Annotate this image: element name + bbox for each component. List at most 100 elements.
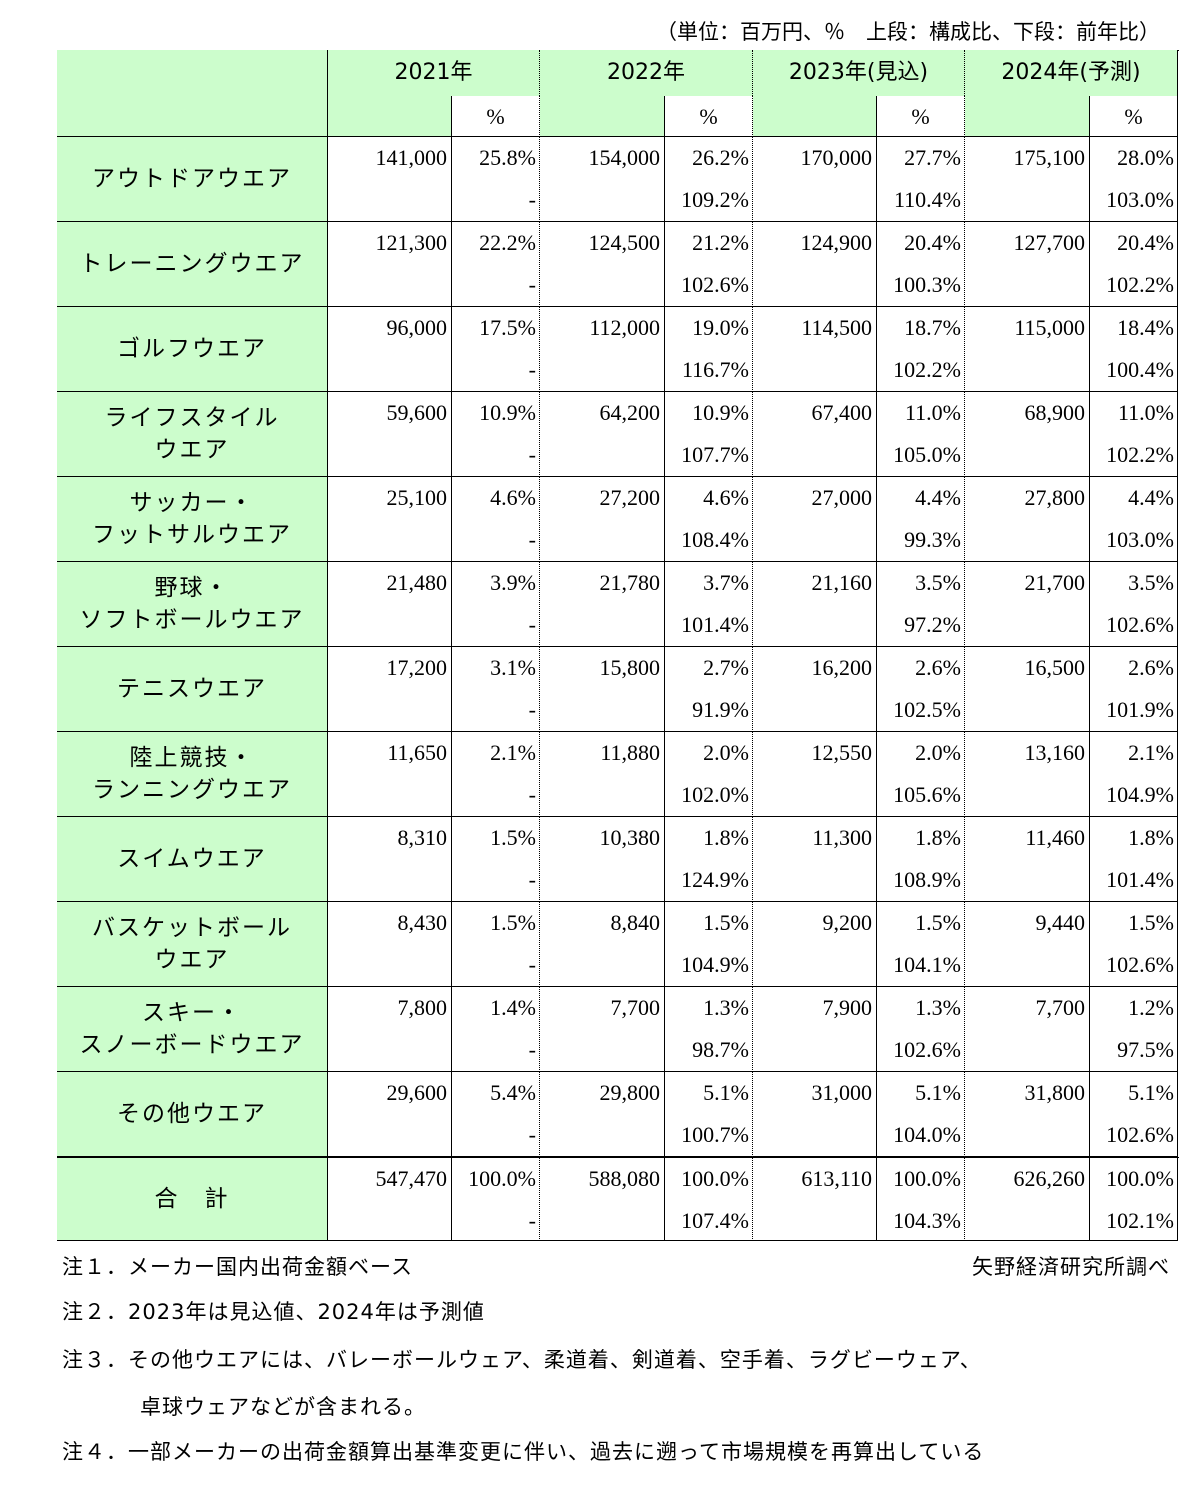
- yoy-value: -: [528, 612, 536, 637]
- yoy-value: -: [528, 187, 536, 212]
- unit-note: （単位：百万円、％ 上段：構成比、下段：前年比）: [656, 20, 1160, 44]
- row-label: 陸上競技・: [129, 745, 255, 771]
- yoy-value: 108.4%: [681, 527, 749, 552]
- share-value: 22.2%: [479, 230, 536, 255]
- value-cell: 21,780: [540, 562, 665, 647]
- pct-cell: [877, 562, 965, 647]
- pct-cell: [877, 987, 965, 1072]
- pct-cell: [1090, 987, 1178, 1072]
- row-label-cell: アウトドアウエア: [57, 137, 328, 222]
- value-cell: 124,900: [753, 222, 877, 307]
- value-cell: 175,100: [965, 137, 1090, 222]
- share-value: 1.5%: [915, 910, 961, 935]
- share-value: 5.1%: [915, 1080, 961, 1105]
- yoy-value: 103.0%: [1106, 527, 1174, 552]
- share-value: 1.2%: [1128, 995, 1174, 1020]
- value-cell: 16,500: [965, 647, 1090, 732]
- pct-cell: [877, 137, 965, 222]
- pct-cell: [452, 732, 540, 817]
- pct-cell: [877, 477, 965, 562]
- value-cell: 21,700: [965, 562, 1090, 647]
- pct-cell: [1090, 562, 1178, 647]
- row-label: テニスウエア: [117, 676, 267, 702]
- yoy-value: 102.5%: [893, 697, 961, 722]
- yoy-value: 105.0%: [893, 442, 961, 467]
- pct-cell: [452, 477, 540, 562]
- value-cell: 64,200: [540, 392, 665, 477]
- yoy-value: 102.6%: [1106, 1122, 1174, 1147]
- yoy-value: 104.9%: [681, 952, 749, 977]
- pct-cell: [877, 817, 965, 902]
- share-value: 2.6%: [915, 655, 961, 680]
- value-cell: 11,880: [540, 732, 665, 817]
- yoy-value: 107.7%: [681, 442, 749, 467]
- share-value: 20.4%: [1117, 230, 1174, 255]
- pct-cell: [665, 817, 753, 902]
- yoy-value: -: [528, 357, 536, 382]
- pct-header: %: [877, 96, 965, 137]
- value-cell: 8,310: [328, 817, 452, 902]
- share-value: 11.0%: [1117, 400, 1174, 425]
- share-value: 18.7%: [904, 315, 961, 340]
- pct-cell: [665, 137, 753, 222]
- share-value: 3.9%: [490, 570, 536, 595]
- row-label-cell: 陸上競技・ランニングウエア: [57, 732, 328, 817]
- pct-cell: [452, 647, 540, 732]
- row-label: スキー・: [142, 1000, 242, 1026]
- year-header: 2024年(予測): [965, 50, 1178, 96]
- row-label: スノーボードウエア: [79, 1032, 305, 1058]
- yoy-value: -: [528, 952, 536, 977]
- pct-cell: [665, 647, 753, 732]
- value-cell: 7,800: [328, 987, 452, 1072]
- pct-cell: [1090, 392, 1178, 477]
- header-value-cell: [540, 96, 665, 137]
- yoy-value: 105.6%: [893, 782, 961, 807]
- pct-cell: [1090, 1072, 1178, 1157]
- yoy-value: 102.6%: [893, 1037, 961, 1062]
- share-value: 25.8%: [479, 145, 536, 170]
- note: 卓球ウェアなどが含まれる。: [140, 1395, 426, 1419]
- yoy-value: 102.6%: [1106, 612, 1174, 637]
- share-value: 1.5%: [490, 825, 536, 850]
- yoy-value: -: [528, 1037, 536, 1062]
- share-value: 10.9%: [692, 400, 749, 425]
- yoy-value: 100.4%: [1106, 357, 1174, 382]
- pct-cell: [877, 1072, 965, 1157]
- yoy-value: 102.2%: [1106, 272, 1174, 297]
- note: 注２．2023年は見込値、2024年は予測値: [62, 1300, 485, 1324]
- yoy-value: 102.6%: [681, 272, 749, 297]
- share-value: 1.5%: [703, 910, 749, 935]
- yoy-value: -: [528, 527, 536, 552]
- pct-cell: [665, 562, 753, 647]
- pct-cell: [665, 902, 753, 987]
- yoy-value: -: [528, 697, 536, 722]
- row-label-cell: スキー・スノーボードウエア: [57, 987, 328, 1072]
- yoy-value: 107.4%: [681, 1208, 749, 1233]
- pct-cell: [1090, 307, 1178, 392]
- share-value: 1.3%: [703, 995, 749, 1020]
- yoy-value: 98.7%: [692, 1037, 749, 1062]
- row-label: ゴルフウエア: [117, 336, 267, 362]
- row-label: 合 計: [154, 1186, 230, 1212]
- yoy-value: 104.9%: [1106, 782, 1174, 807]
- yoy-value: 100.3%: [893, 272, 961, 297]
- value-cell: 31,800: [965, 1072, 1090, 1157]
- value-cell: 11,460: [965, 817, 1090, 902]
- share-value: 4.6%: [490, 485, 536, 510]
- year-header: 2022年: [540, 50, 753, 96]
- row-label-cell: ゴルフウエア: [57, 307, 328, 392]
- yoy-value: -: [528, 782, 536, 807]
- pct-cell: [452, 902, 540, 987]
- yoy-value: 124.9%: [681, 867, 749, 892]
- yoy-value: -: [528, 442, 536, 467]
- pct-cell: [452, 222, 540, 307]
- share-value: 10.9%: [479, 400, 536, 425]
- yoy-value: -: [528, 272, 536, 297]
- yoy-value: 97.2%: [904, 612, 961, 637]
- note: 注３．その他ウエアには、バレーボールウェア、柔道着、剣道着、空手着、ラグビーウェ…: [62, 1348, 982, 1372]
- pct-cell: [665, 732, 753, 817]
- row-label: ランニングウエア: [92, 777, 292, 803]
- pct-cell: [1090, 477, 1178, 562]
- yoy-value: 104.3%: [893, 1208, 961, 1233]
